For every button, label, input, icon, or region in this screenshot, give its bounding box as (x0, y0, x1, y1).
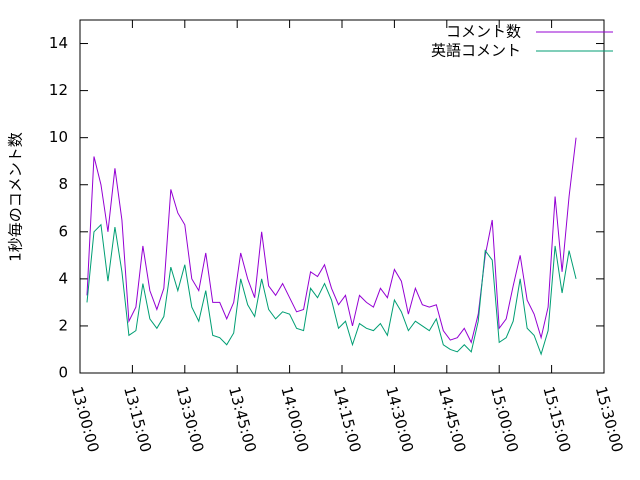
y-tick-label: 0 (58, 364, 68, 382)
x-tick-label: 14:30:00 (382, 385, 417, 455)
y-tick-label: 12 (49, 81, 68, 99)
x-tick-label: 14:15:00 (330, 385, 365, 455)
series-line (86, 137, 577, 344)
x-tick-label: 13:00:00 (68, 385, 103, 455)
y-tick-label: 14 (49, 34, 68, 52)
x-tick-label: 15:00:00 (487, 385, 522, 455)
x-tick-label: 14:45:00 (435, 385, 470, 455)
plot-frame (79, 19, 605, 374)
x-tick-label: 14:00:00 (277, 385, 312, 455)
x-tick-label: 15:15:00 (539, 385, 574, 455)
x-tick-label: 13:15:00 (120, 385, 155, 455)
y-tick-label: 4 (58, 269, 68, 287)
x-tick-label: 13:45:00 (225, 385, 260, 455)
y-axis-label: 1秒毎のコメント数 (7, 132, 25, 262)
x-tick-label: 13:30:00 (173, 385, 208, 455)
y-tick-label: 10 (49, 128, 68, 146)
x-tick-label: 15:30:00 (592, 385, 627, 455)
legend-label: 英語コメント (431, 42, 521, 60)
y-tick-label: 8 (58, 175, 68, 193)
series-line (86, 223, 577, 356)
y-tick-label: 6 (58, 222, 68, 240)
legend-label: コメント数 (446, 23, 521, 41)
y-tick-label: 2 (58, 316, 68, 334)
